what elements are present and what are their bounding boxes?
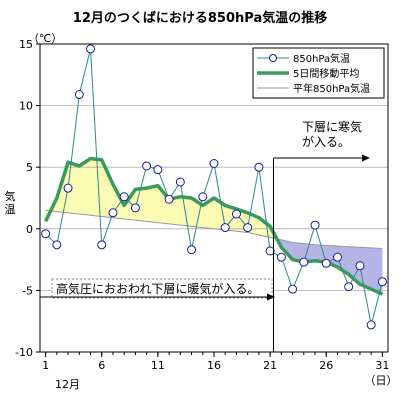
temperature-point [265,246,275,256]
x-tick-label: 16 [207,359,221,372]
temperature-point [175,177,185,187]
temperature-point [321,258,331,268]
x-tick-label: 11 [151,359,165,372]
legend-label: 平年850hPa気温 [293,82,370,95]
temperature-point [288,284,298,294]
x-tick-label: 6 [98,359,105,372]
y-unit-label: （℃） [28,32,62,45]
temperature-point [108,208,118,218]
legend-label: 850hPa気温 [293,52,350,65]
temperature-point [97,240,107,250]
y-tick-label: 5 [26,161,33,174]
annotation-cold-arrowhead [362,154,370,162]
x-tick-label: 26 [319,359,333,372]
annotation-cold-line-1: 下層に寒気 [302,119,362,134]
temperature-point [299,257,309,267]
temperature-point [52,240,62,250]
x-axis: 1 6 11 16 21 26 31 [42,352,389,372]
temperature-point [276,252,286,262]
temperature-point [220,223,230,233]
y-tick-label: 0 [26,223,33,236]
temperature-point [366,320,376,330]
temperature-point [243,223,253,233]
y-axis-label-char: 温 [5,203,16,216]
y-tick-label: -10 [15,346,33,359]
temperature-point [355,261,365,271]
annotation-warm-box [51,278,273,299]
temperature-point [198,192,208,202]
annotation-warm-arrowhead [267,293,275,301]
temperature-point [119,192,129,202]
x-tick-label: 21 [263,359,277,372]
x-tick-label: 31 [375,359,389,372]
temperature-point [86,44,96,54]
chart-title: 12月のつくばにおける850hPa気温の推移 [73,10,327,26]
x-month-label: 12月 [55,378,80,391]
series-group [41,44,387,330]
temperature-point [310,220,320,230]
temperature-point [231,209,241,219]
y-axis: -10 -5 0 5 10 15 [15,38,40,359]
temperature-point [344,282,354,292]
temperature-point [164,194,174,204]
temperature-point [74,90,84,100]
warm-anomaly-fill [45,158,274,239]
y-tick-label: 10 [19,100,33,113]
y-axis-label: 気温 [5,189,16,216]
temperature-point [130,203,140,213]
temperature-point [153,165,163,175]
temperature-point [254,162,264,172]
annotation-warm-text: 高気圧におおわれ下層に暖気が入る。 [56,281,259,296]
x-tick-label: 1 [42,359,49,372]
temperature-point [377,277,387,287]
temperature-point [209,159,219,169]
normal-temperature-line [45,209,383,249]
legend-label: 5日間移動平均 [293,67,359,80]
temperature-point [142,161,152,171]
temperature-point [332,252,342,262]
y-tick-label: 15 [19,38,33,51]
y-axis-label-char: 気 [5,189,16,203]
temperature-point [63,183,73,193]
annotation-cold-line-2: が入る。 [302,134,350,149]
legend-marker-daily [269,54,277,62]
temperature-point [41,229,51,239]
temperature-point [187,245,197,255]
x-unit-label: （日） [365,374,398,387]
y-tick-label: -5 [22,284,33,297]
